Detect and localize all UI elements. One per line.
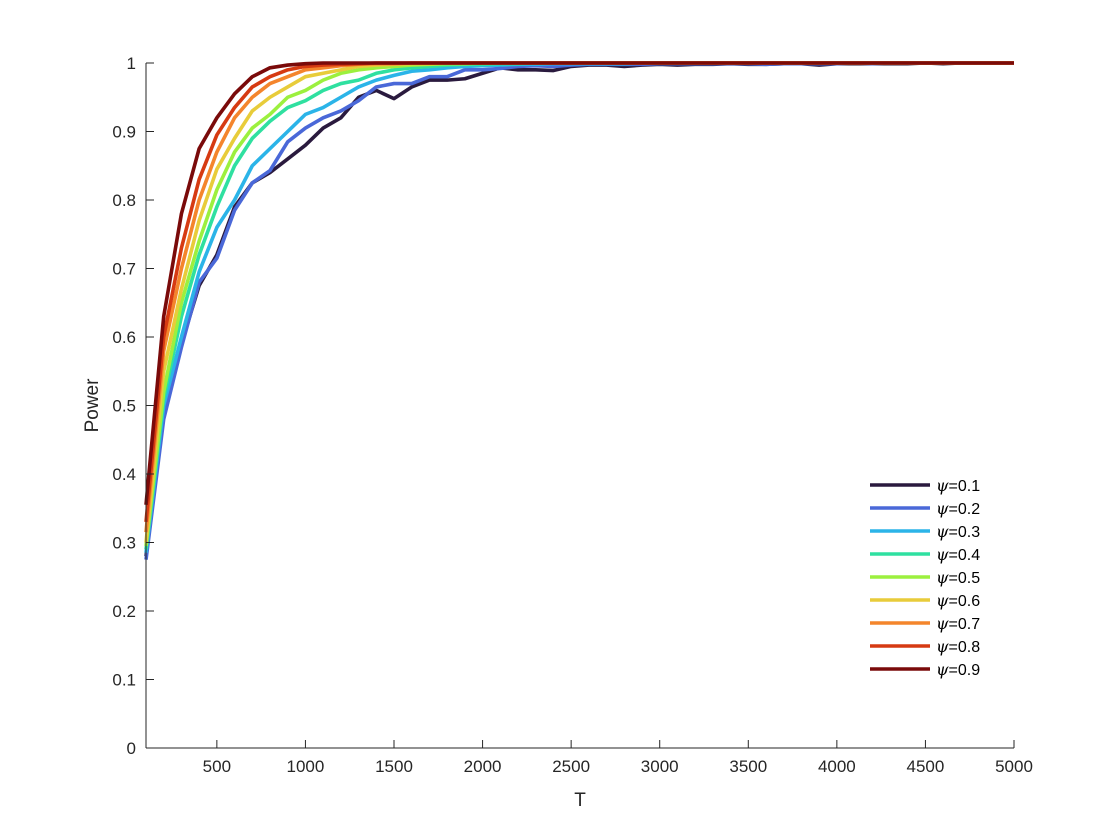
- legend-label-8: ψ=0.8: [936, 637, 980, 656]
- x-tick-label: 4000: [818, 757, 856, 776]
- y-axis-label: Power: [82, 378, 103, 433]
- ticks-layer: 500 1000 1500 2000 2500 3000 3500 4000 4500 5000 0…: [112, 54, 1033, 776]
- series-layer: [144, 61, 1014, 560]
- x-tick-label: 1500: [375, 757, 413, 776]
- y-tick-label: 0.3: [112, 534, 136, 553]
- x-tick-label: 1000: [287, 757, 325, 776]
- y-tick-label: 0.6: [112, 328, 136, 347]
- x-tick-label: 2500: [552, 757, 590, 776]
- y-tick-label: 0.2: [112, 602, 136, 621]
- y-tick-label: 0.1: [112, 671, 136, 690]
- y-tick-label: 0: [127, 739, 136, 758]
- y-tick-label: 0.7: [112, 260, 136, 279]
- legend-label-9: ψ=0.9: [936, 660, 980, 679]
- legend-label-3: ψ=0.3: [936, 522, 980, 541]
- x-tick-label: 500: [203, 757, 231, 776]
- y-tick-label: 0.5: [112, 397, 136, 416]
- legend-label-2: ψ=0.2: [936, 499, 980, 518]
- legend-label-5: ψ=0.5: [936, 568, 980, 587]
- x-tick-label: 3500: [729, 757, 767, 776]
- y-tick-label: 0.9: [112, 123, 136, 142]
- y-tick-label: 1: [127, 54, 136, 73]
- y-tick-label: 0.8: [112, 191, 136, 210]
- x-axis-label: T: [574, 790, 586, 811]
- x-tick-label: 2000: [464, 757, 502, 776]
- y-tick-label: 0.4: [112, 465, 136, 484]
- legend-label-1: ψ=0.1: [936, 476, 980, 495]
- legend-label-7: ψ=0.7: [936, 614, 980, 633]
- plot-area: [146, 63, 1014, 748]
- legend-label-6: ψ=0.6: [936, 591, 980, 610]
- x-tick-label: 3000: [641, 757, 679, 776]
- series-line-9: [144, 61, 1014, 505]
- legend-label-4: ψ=0.4: [936, 545, 980, 564]
- legend: ψ=0.1 ψ=0.2 ψ=0.3 ψ=0.4 ψ=0.5 ψ=0.6 ψ=0.7 ψ=0.8…: [870, 476, 980, 679]
- x-tick-label: 4500: [907, 757, 945, 776]
- x-tick-label: 5000: [995, 757, 1033, 776]
